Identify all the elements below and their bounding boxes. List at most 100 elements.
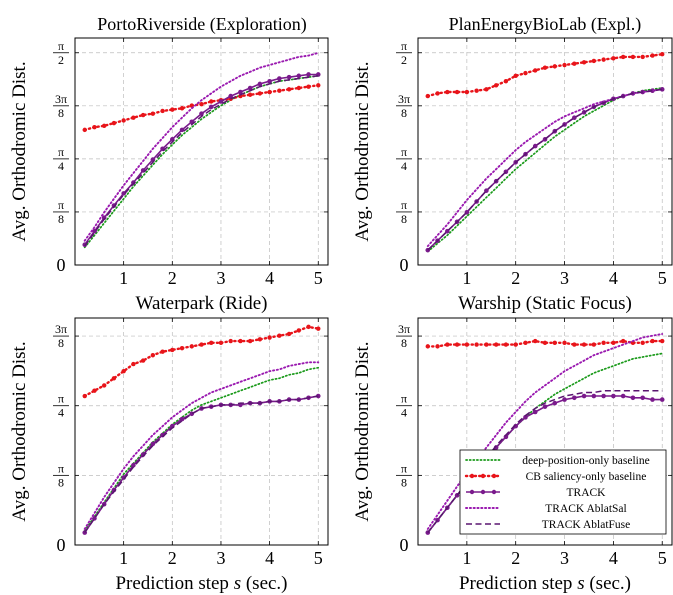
data-point-track — [640, 395, 645, 401]
data-point-track — [581, 393, 587, 399]
data-point-cb — [552, 340, 557, 346]
data-point-cb — [101, 383, 107, 388]
data-point-cb — [209, 340, 214, 346]
data-point-cb — [306, 324, 311, 330]
x-tick-label: 2 — [168, 268, 177, 288]
y-tick-label: 0 — [57, 535, 66, 555]
y-axis-label: Avg. Orthodromic Dist. — [352, 341, 373, 521]
data-point-track — [150, 441, 156, 447]
data-point-cb — [160, 349, 165, 354]
series-line-cb — [83, 84, 320, 132]
data-point-cb — [591, 342, 597, 347]
data-point-cb — [503, 342, 509, 347]
y-tick-label: 0 — [400, 255, 409, 275]
legend-label-deep: deep-position-only baseline — [522, 455, 649, 467]
data-point-track — [199, 111, 204, 116]
data-point-cb — [611, 56, 616, 61]
data-point-track — [591, 393, 597, 399]
data-point-cb — [474, 88, 479, 93]
x-tick-label: 2 — [511, 548, 520, 568]
data-point-cb — [533, 68, 538, 73]
data-point-cb — [306, 84, 311, 89]
data-point-cb — [591, 58, 597, 64]
y-tick-label-den: 8 — [401, 106, 407, 120]
data-point-cb — [160, 108, 165, 114]
data-point-cb — [650, 338, 655, 344]
y-tick-label-num: 3π — [55, 322, 67, 336]
x-tick-label: 1 — [462, 548, 471, 568]
data-point-cb — [464, 342, 470, 347]
data-point-cb — [523, 340, 528, 346]
data-point-track — [121, 191, 126, 196]
data-point-cb — [296, 328, 302, 333]
data-point-cb — [454, 89, 460, 95]
series-line-cb — [83, 325, 320, 398]
data-point-track — [238, 89, 243, 95]
data-point-cb — [277, 333, 282, 338]
y-tick-label-num: π — [401, 198, 407, 212]
x-tick-label: 1 — [462, 268, 471, 288]
data-point-cb — [562, 62, 567, 68]
y-tick-label-den: 8 — [58, 475, 64, 489]
x-tick-label: 1 — [119, 548, 128, 568]
y-tick-label-num: π — [58, 461, 64, 475]
x-tick-label: 5 — [658, 548, 667, 568]
data-point-track — [277, 76, 282, 81]
data-point-cb — [620, 338, 626, 344]
x-axis-label: Prediction step s (sec.) — [115, 573, 287, 594]
data-point-cb — [131, 361, 136, 367]
y-tick-label-num: π — [58, 39, 64, 53]
data-point-track — [208, 104, 214, 110]
x-axis-label: Prediction step s (sec.) — [459, 573, 631, 594]
x-tick-label: 2 — [168, 548, 177, 568]
data-point-cb — [257, 337, 263, 342]
data-point-cb — [316, 326, 321, 331]
data-point-cb — [523, 70, 528, 76]
data-point-cb — [640, 54, 645, 60]
series-line-cb — [426, 53, 664, 98]
data-point-track — [228, 93, 233, 99]
data-point-track — [611, 393, 616, 399]
series-group — [425, 52, 665, 253]
series-line-deep — [426, 87, 664, 253]
data-point-track — [179, 416, 185, 422]
data-point-track — [532, 409, 538, 415]
y-tick-label-den: 8 — [58, 336, 64, 350]
y-tick-label-num: π — [401, 461, 407, 475]
data-point-cb — [150, 353, 156, 358]
data-point-cb — [542, 340, 548, 346]
legend-label-ablat_fuse: TRACK AblatFuse — [542, 519, 631, 531]
data-point-cb — [454, 342, 460, 347]
legend-marker — [480, 489, 486, 495]
data-point-cb — [572, 342, 577, 347]
x-tick-label: 4 — [609, 268, 618, 288]
data-point-cb — [179, 345, 185, 351]
x-tick-label: 5 — [314, 268, 323, 288]
data-point-cb — [140, 112, 146, 118]
data-point-cb — [131, 115, 136, 120]
data-point-cb — [218, 340, 224, 346]
data-point-cb — [286, 331, 292, 337]
data-point-cb — [82, 393, 87, 399]
data-point-cb — [435, 91, 440, 96]
data-point-cb — [581, 342, 587, 347]
x-tick-label: 3 — [216, 268, 225, 288]
y-tick-label: 0 — [400, 535, 409, 555]
series-line-ablat_fuse — [84, 75, 319, 247]
data-point-track — [650, 397, 655, 402]
data-point-cb — [228, 338, 233, 344]
data-point-cb — [445, 342, 450, 347]
x-tick-label: 5 — [314, 548, 323, 568]
data-point-track — [552, 400, 558, 406]
series-line-track — [427, 88, 663, 251]
plot-frame — [417, 317, 673, 546]
data-point-cb — [150, 111, 156, 116]
y-tick-label-den: 8 — [401, 475, 407, 489]
series-line-ablat_fuse — [84, 395, 319, 534]
data-point-cb — [611, 340, 616, 346]
y-tick-label-den: 8 — [58, 106, 64, 120]
data-point-cb — [425, 93, 430, 99]
data-point-cb — [425, 344, 430, 349]
series-line-track — [84, 395, 319, 534]
